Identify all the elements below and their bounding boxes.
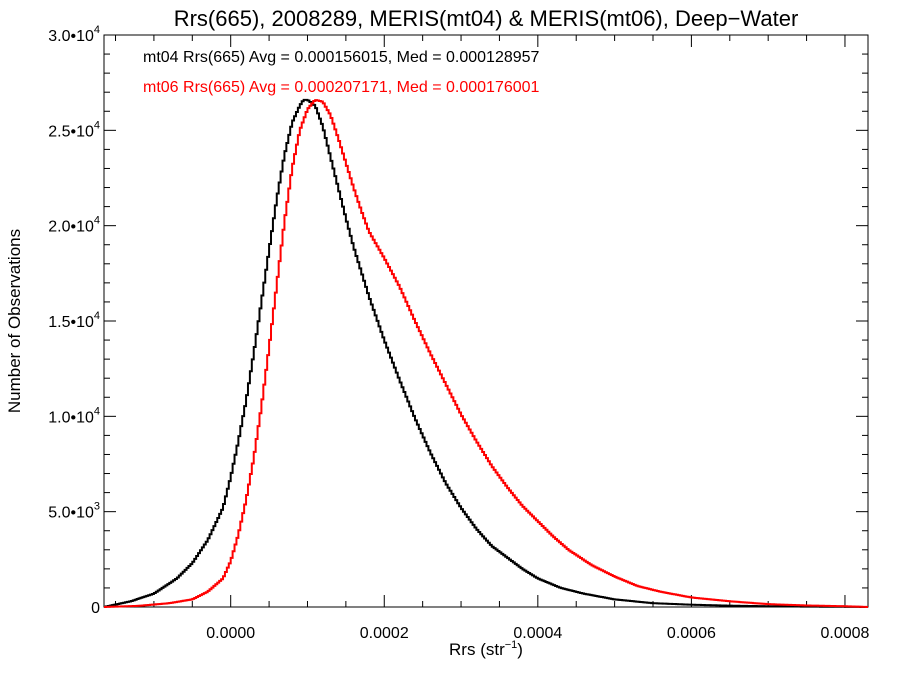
series-line-1: [104, 99, 868, 608]
series-layer: [104, 98, 868, 608]
chart-title: Rrs(665), 2008289, MERIS(mt04) & MERIS(m…: [174, 6, 799, 31]
y-tick-label: 1.5•104: [48, 310, 100, 331]
x-tick-label: 0.0006: [667, 625, 716, 642]
x-tick-label: 0.0008: [820, 625, 869, 642]
y-tick-label: 2.0•104: [48, 215, 100, 236]
y-tick-label: 5.0•103: [48, 501, 100, 522]
y-tick-label: 3.0•104: [48, 24, 100, 45]
y-axis-label: Number of Observations: [5, 229, 24, 413]
y-tick-label: 0: [91, 600, 100, 617]
x-axis-label: Rrs (str−1): [449, 639, 523, 659]
plot-frame: [103, 34, 869, 608]
axis-ticks: 0.0000 0.0002 0.0004 0.0006 0.0008 0 5.0•103 1.…: [48, 24, 869, 642]
x-tick-label: 0.0000: [206, 625, 255, 642]
y-tick-label: 2.5•104: [48, 119, 100, 140]
x-tick-label: 0.0002: [360, 625, 409, 642]
annotation-mt04: mt04 Rrs(665) Avg = 0.000156015, Med = 0…: [143, 49, 540, 66]
y-tick-label: 1.0•104: [48, 405, 100, 426]
annotation-mt06: mt06 Rrs(665) Avg = 0.000207171, Med = 0…: [143, 79, 540, 96]
x-tick-label: 0.0004: [513, 625, 562, 642]
series-line-0: [104, 98, 868, 608]
